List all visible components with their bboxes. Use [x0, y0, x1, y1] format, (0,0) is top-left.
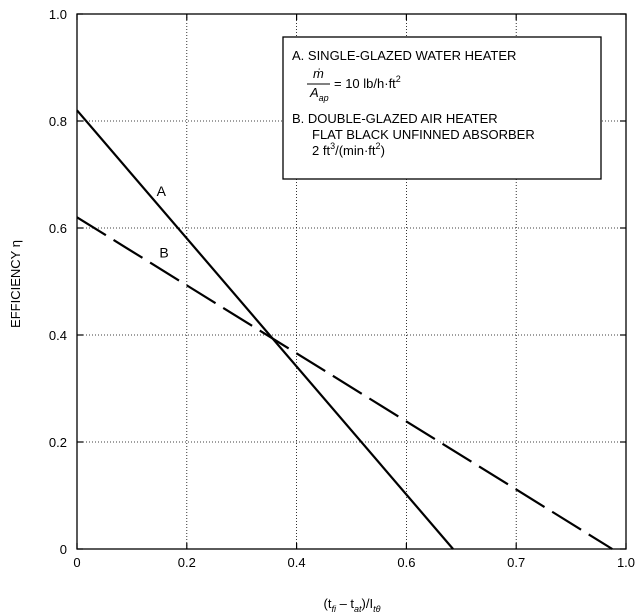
series-line-a	[76, 109, 454, 550]
x-tick-label: 0	[73, 555, 80, 570]
x-title-open: (t	[324, 596, 332, 611]
y-tick-label: 0.2	[49, 435, 67, 450]
x-title-sub-at: at	[354, 604, 362, 614]
legend: A. SINGLE-GLAZED WATER HEATER ṁ Aap = 10…	[282, 36, 602, 180]
legend-a-rate-sup: 2	[396, 74, 401, 84]
x-title-slash: )/I	[362, 596, 374, 611]
legend-a-title: A. SINGLE-GLAZED WATER HEATER	[292, 48, 516, 63]
series-lines	[76, 109, 613, 550]
y-tick-label: 1.0	[49, 7, 67, 22]
legend-b-line2: FLAT BLACK UNFINNED ABSORBER	[312, 127, 535, 142]
x-tick-label: 0.6	[397, 555, 415, 570]
legend-b-rate-end: )	[381, 143, 385, 158]
series-label-a: A	[157, 183, 167, 199]
y-tick-label: 0.4	[49, 328, 67, 343]
x-tick-label: 0.2	[178, 555, 196, 570]
legend-b-rate-start: 2 ft	[312, 143, 330, 158]
y-tick-label: 0.8	[49, 114, 67, 129]
x-tick-label: 0.4	[288, 555, 306, 570]
legend-box	[282, 36, 602, 180]
legend-a-frac-numerator: ṁ	[313, 66, 324, 81]
legend-a-rate-text: = 10 lb/h·ft	[334, 76, 396, 91]
y-axis-title: EFFICIENCY η	[8, 240, 23, 328]
plot-frame	[76, 13, 627, 550]
legend-a-frac-denominator: Aap	[309, 85, 329, 103]
legend-b-rate-sup1: 3	[330, 141, 335, 151]
grid-lines	[77, 14, 626, 549]
legend-b-line1: B. DOUBLE-GLAZED AIR HEATER	[292, 111, 498, 126]
y-tick-label: 0.6	[49, 221, 67, 236]
x-title-sub-fi: fi	[331, 604, 337, 614]
series-label-b: B	[159, 244, 168, 260]
legend-b-rate-mid: /(min·ft	[335, 143, 376, 158]
series-line-b	[76, 216, 613, 550]
y-tick-label: 0	[60, 542, 67, 557]
x-tick-label: 1.0	[617, 555, 635, 570]
x-tick-label: 0.7	[507, 555, 525, 570]
legend-b-rate-sup2: 2	[376, 141, 381, 151]
x-title-sub-t-theta: tθ	[373, 604, 381, 614]
x-axis-title: (tfi – tat)/Itθ	[324, 596, 381, 614]
tick-labels: 0 0.2 0.4 0.6 0.7 1.0 0 0.2 0.4 0.6 0.8 1.0	[49, 7, 635, 570]
legend-a-frac-den-letter: A	[309, 85, 319, 100]
x-title-minus: – t	[336, 596, 354, 611]
legend-a-frac-den-sub: ap	[319, 93, 329, 103]
legend-a-rate: = 10 lb/h·ft2	[334, 74, 401, 91]
legend-b-rate: 2 ft3/(min·ft2)	[312, 141, 385, 158]
